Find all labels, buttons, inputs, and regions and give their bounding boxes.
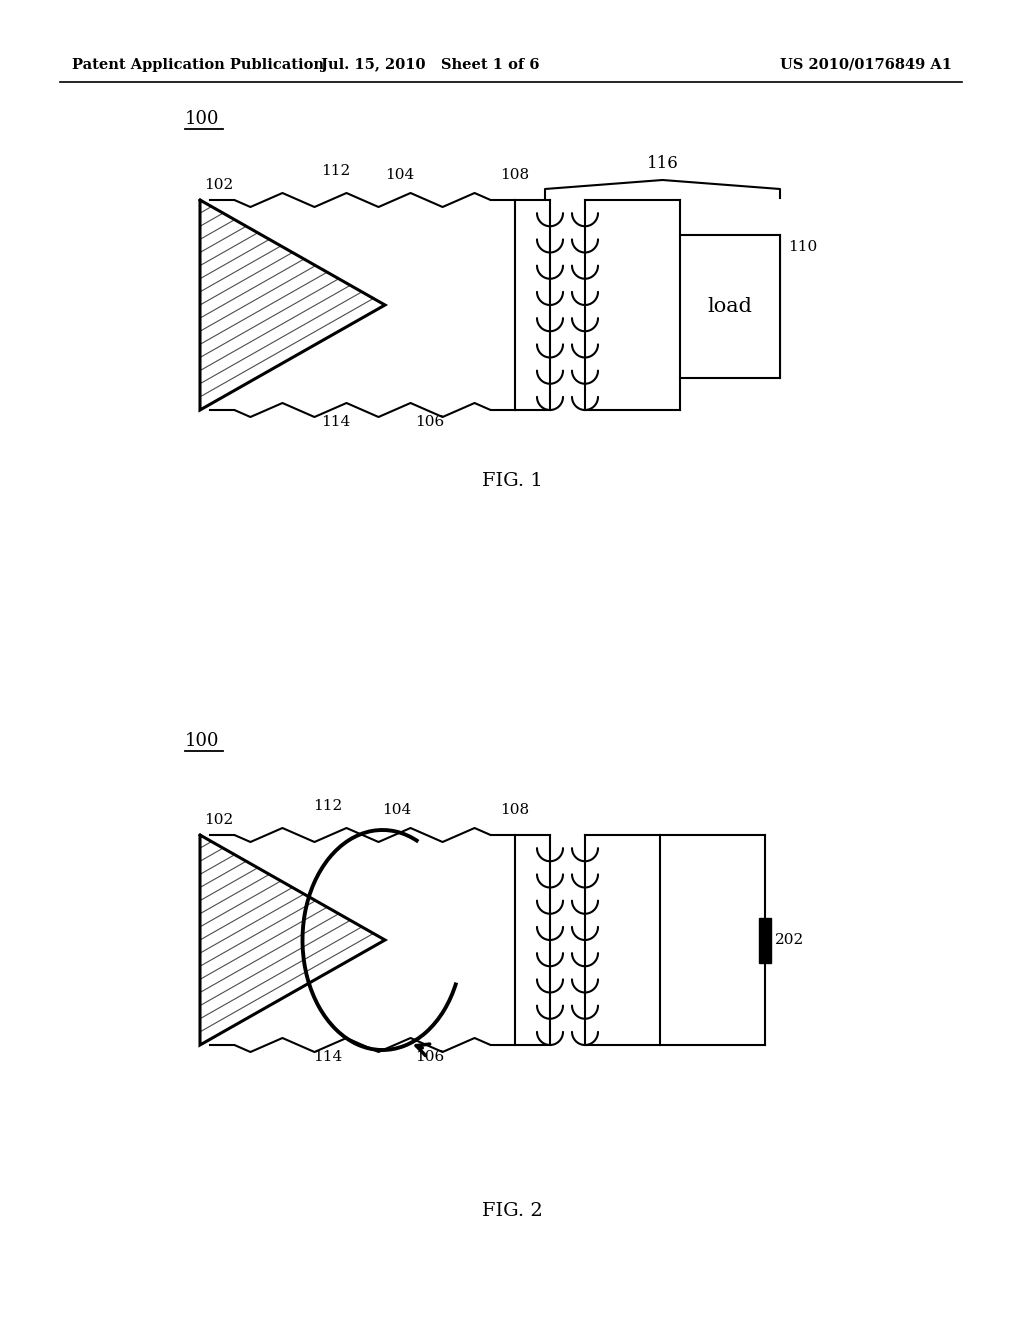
Text: 104: 104 xyxy=(385,168,415,182)
Text: 108: 108 xyxy=(500,803,529,817)
Text: 100: 100 xyxy=(185,110,219,128)
Text: FIG. 1: FIG. 1 xyxy=(481,473,543,490)
Text: 104: 104 xyxy=(382,803,412,817)
Text: 100: 100 xyxy=(185,733,219,750)
Text: 106: 106 xyxy=(415,1049,444,1064)
Text: FIG. 2: FIG. 2 xyxy=(481,1203,543,1220)
Bar xyxy=(759,917,771,962)
Text: 114: 114 xyxy=(312,1049,342,1064)
Bar xyxy=(680,235,780,378)
Text: US 2010/0176849 A1: US 2010/0176849 A1 xyxy=(780,58,952,73)
Text: 108: 108 xyxy=(500,168,529,182)
Text: 112: 112 xyxy=(321,164,350,178)
Text: Jul. 15, 2010   Sheet 1 of 6: Jul. 15, 2010 Sheet 1 of 6 xyxy=(321,58,540,73)
Text: 106: 106 xyxy=(415,414,444,429)
Text: Patent Application Publication: Patent Application Publication xyxy=(72,58,324,73)
Text: 116: 116 xyxy=(646,154,678,172)
Text: load: load xyxy=(708,297,753,315)
Text: 114: 114 xyxy=(321,414,350,429)
Text: 110: 110 xyxy=(788,240,817,253)
Text: 112: 112 xyxy=(312,799,342,813)
Text: 102: 102 xyxy=(204,178,233,191)
Text: 202: 202 xyxy=(775,933,804,946)
Text: 102: 102 xyxy=(204,813,233,828)
